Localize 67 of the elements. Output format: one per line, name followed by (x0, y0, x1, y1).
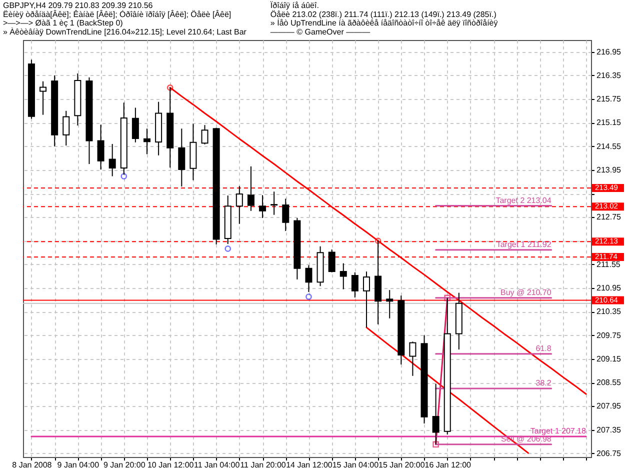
text: » Íåò UpTrendLine íà ãðàôèêå íåäîñòàòî÷íî òî÷åê äëÿ ïîñòðîåíèÿ (270, 18, 498, 28)
point (306, 294, 312, 300)
x-tick-label: 9 Jan 04:00 (57, 460, 100, 469)
point (432, 441, 439, 448)
x-tick-label: 16 Jan 12:00 (424, 460, 472, 469)
y-tick-label: 210.95 (596, 284, 622, 293)
candlestick (143, 128, 150, 155)
x-tick-label: 11 Jan 20:00 (240, 460, 286, 469)
y-tick-label: 216.95 (596, 47, 622, 56)
text: Ëèíèÿ òðåíäà[Âêë]; Êàíàë [Âêë]; Óðîâíè ïðîáîÿ [Âêë]; Öåëè [Âêë] (3, 10, 232, 19)
y-tick-label: 214.55 (596, 142, 622, 151)
chart-title: GBPJPY,H4 209.79 210.83 209.39 210.56 (3, 1, 154, 10)
text: Öåëè 213.02 (238ï.) 211.74 (111ï.) 212.13 (149ï.) 213.49 (285ï.) (270, 10, 497, 19)
series-label: 61.8 (536, 344, 552, 353)
y-tick-label: 209.15 (596, 354, 622, 364)
candlestick (236, 186, 243, 224)
series-label: Target 1 207.18 (530, 426, 587, 436)
candlestick (40, 80, 47, 116)
series-label: Buy @ 210.70 (500, 288, 552, 297)
candlestick (340, 262, 347, 290)
candlestick (259, 194, 266, 218)
x-tick-label: 15 Jan 04:00 (332, 460, 380, 469)
text: >—>—> Øàã 1 èç 1 (BackStep 0) (3, 18, 124, 28)
x-tick-label: 8 Jan 2008 (12, 460, 52, 469)
y-tick-label: 216.35 (596, 70, 622, 80)
candlestick (108, 143, 116, 177)
candlestick (351, 272, 358, 298)
y-tick-label: 212.75 (596, 212, 622, 222)
point (374, 238, 382, 244)
candlestick (409, 341, 416, 376)
candlestick (178, 128, 186, 187)
point (120, 173, 128, 180)
text: ——— © GameOver ——— (270, 27, 370, 36)
series-label: 38.2 (536, 378, 552, 388)
text: Ïðîáîÿ íå áûëî. (270, 1, 319, 10)
text: » Àêòèâíàÿ DownTrendLine [216.04»212.15]; Level 210.64; Last Bar (3, 27, 247, 36)
x-tick-label: 14 Jan 12:00 (286, 460, 333, 469)
y-tick-label: 213.95 (596, 165, 622, 174)
y-tick-label: 207.95 (596, 402, 622, 411)
x-tick-label: 10 Jan 12:00 (147, 460, 194, 469)
y-tick-label: 206.75 (596, 448, 622, 458)
x-tick-label: 9 Jan 20:00 (103, 460, 146, 469)
x-tick-label: 15 Jan 20:00 (378, 460, 426, 469)
y-tick-label: 215.15 (596, 118, 622, 128)
y-tick-label: 210.35 (596, 307, 622, 316)
point (444, 294, 451, 302)
line-series (366, 326, 529, 454)
x-tick-label: 11 Jan 04:00 (194, 460, 240, 469)
candlestick (62, 110, 70, 146)
series-label: Target 2 213.04 (496, 196, 552, 205)
candlestick (97, 124, 104, 170)
candlestick (328, 248, 336, 273)
candlestick (386, 290, 394, 319)
candlestick (201, 124, 208, 145)
point (224, 246, 232, 252)
y-tick-label: 208.55 (596, 378, 622, 388)
candlestick (247, 166, 254, 212)
candlestick (362, 271, 370, 328)
candlestick (270, 191, 278, 216)
y-tick-label: 211.55 (596, 260, 621, 269)
candlestick (282, 198, 290, 232)
series-label: Target 1 211.92 (496, 240, 552, 249)
candlestick (305, 264, 312, 293)
y-tick-label: 207.35 (596, 425, 622, 434)
y-tick-label: 215.75 (596, 94, 622, 104)
candlestick (132, 107, 139, 143)
y-tick-label: 209.75 (596, 330, 622, 340)
